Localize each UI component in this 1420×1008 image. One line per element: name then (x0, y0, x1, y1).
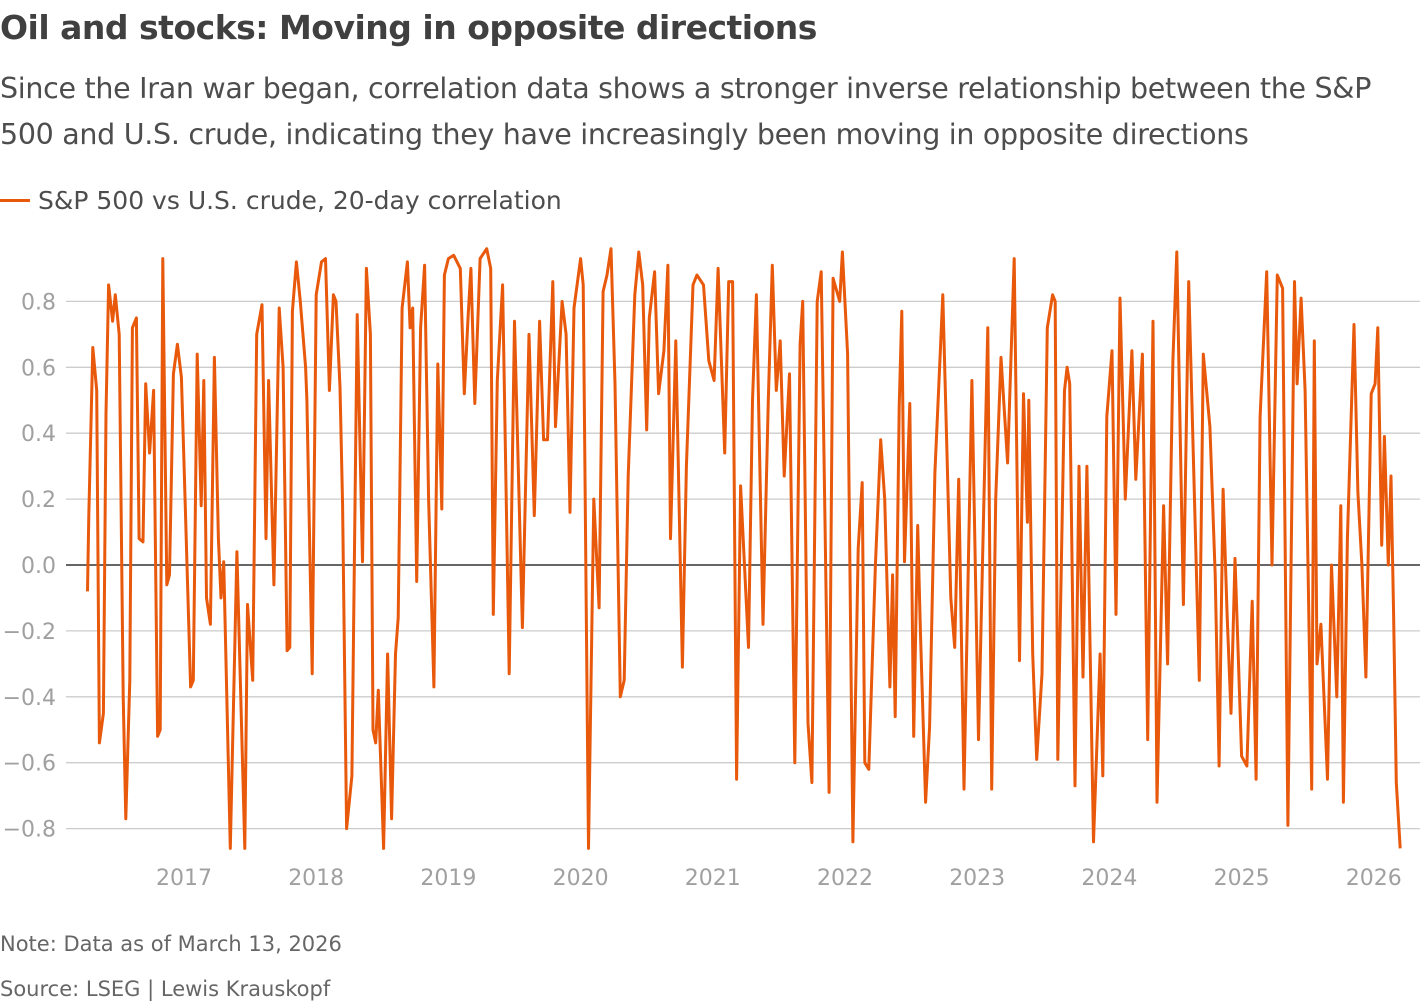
line-chart: 0.8 0.6 0.4 0.2 0.0 −0.2 −0.4 −0.6 −0.8 2017 2018… (3, 247, 1420, 891)
y-tick-label: −0.2 (3, 620, 56, 645)
y-tick-label: 0.6 (21, 356, 56, 381)
x-tick-label: 2019 (420, 866, 476, 891)
y-tick-label: −0.8 (3, 818, 56, 843)
y-tick-label: 0.2 (21, 488, 56, 513)
y-tick-label: −0.6 (3, 752, 56, 777)
x-axis-ticks: 2017 2018 2019 2020 2021 2022 2023 2024 2025 2026 (156, 866, 1402, 891)
x-tick-label: 2018 (288, 866, 344, 891)
x-tick-label: 2022 (817, 866, 873, 891)
x-tick-label: 2025 (1214, 866, 1270, 891)
x-tick-label: 2017 (156, 866, 212, 891)
chart-subtitle: Since the Iran war began, correlation da… (0, 72, 1372, 151)
x-tick-label: 2023 (949, 866, 1005, 891)
y-tick-label: 0.0 (21, 554, 56, 579)
legend-label: S&P 500 vs U.S. crude, 20-day correlatio… (38, 186, 562, 215)
y-tick-label: 0.4 (21, 422, 56, 447)
x-tick-label: 2026 (1346, 866, 1402, 891)
y-axis-ticks: 0.8 0.6 0.4 0.2 0.0 −0.2 −0.4 −0.6 −0.8 (3, 290, 56, 842)
chart-note: Note: Data as of March 13, 2026 (0, 932, 342, 956)
x-tick-label: 2021 (685, 866, 741, 891)
chart-source: Source: LSEG | Lewis Krauskopf (0, 977, 331, 1001)
y-tick-label: −0.4 (3, 686, 56, 711)
y-tick-label: 0.8 (21, 290, 56, 315)
chart-title: Oil and stocks: Moving in opposite direc… (0, 8, 817, 47)
series-line-sp500-vs-crude (86, 247, 1402, 850)
legend-swatch (0, 199, 30, 202)
legend: S&P 500 vs U.S. crude, 20-day correlatio… (0, 186, 562, 215)
x-tick-label: 2020 (553, 866, 609, 891)
x-tick-label: 2024 (1081, 866, 1137, 891)
